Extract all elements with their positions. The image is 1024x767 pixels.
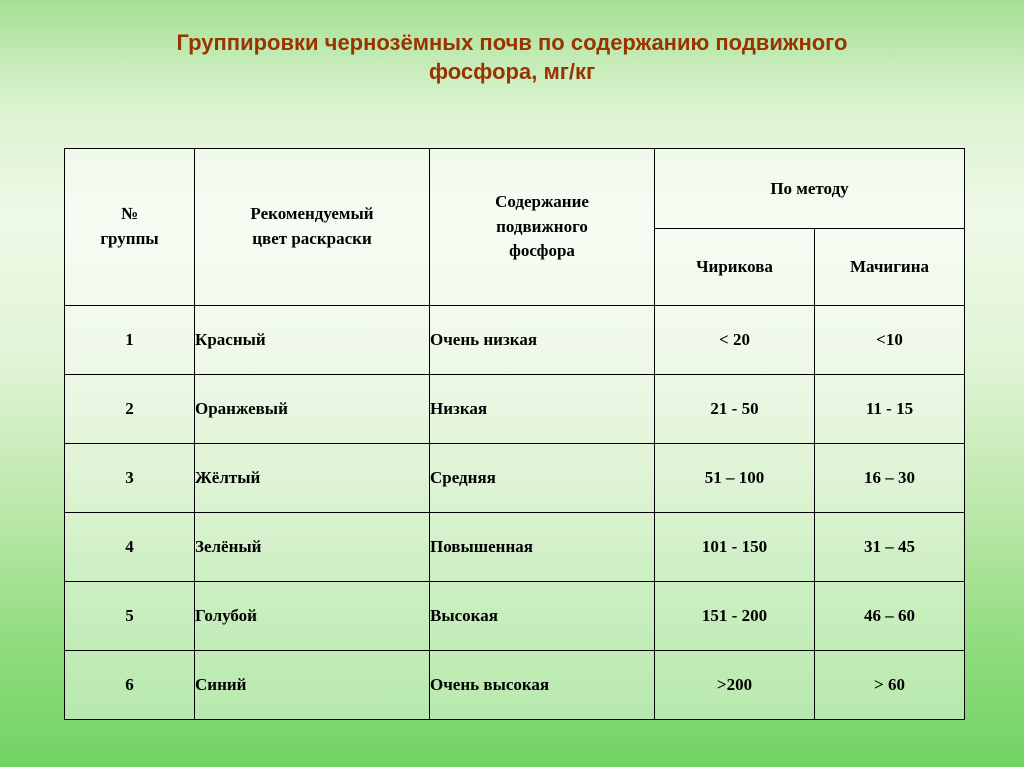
cell-machigina: 16 – 30 — [814, 443, 965, 513]
cell-chirikova: < 20 — [654, 305, 815, 375]
cell-content-level: Повышенная — [429, 512, 655, 582]
cell-chirikova: 151 - 200 — [654, 581, 815, 651]
page-title: Группировки чернозёмных почв по содержан… — [176, 30, 848, 85]
cell-color: Оранжевый — [194, 374, 430, 444]
cell-content-level: Очень низкая — [429, 305, 655, 375]
header-phosphorus-content: Содержание подвижного фосфора — [429, 148, 655, 306]
table-row: 3 Жёлтый Средняя 51 – 100 16 – 30 — [64, 443, 965, 513]
cell-chirikova: 101 - 150 — [654, 512, 815, 582]
cell-chirikova: 51 – 100 — [654, 443, 815, 513]
cell-machigina: 31 – 45 — [814, 512, 965, 582]
table-header-row-2: Чирикова Мачигина — [65, 228, 965, 306]
cell-group-number: 3 — [64, 443, 195, 513]
cell-color: Синий — [194, 650, 430, 720]
table-row: 1 Красный Очень низкая < 20 <10 — [64, 305, 965, 375]
cell-color: Красный — [194, 305, 430, 375]
header-machigina-method: Мачигина — [814, 228, 965, 306]
cell-content-level: Высокая — [429, 581, 655, 651]
table-row: 5 Голубой Высокая 151 - 200 46 – 60 — [64, 581, 965, 651]
header-chirikova-method: Чирикова — [654, 228, 815, 306]
cell-color: Зелёный — [194, 512, 430, 582]
cell-group-number: 5 — [64, 581, 195, 651]
cell-group-number: 1 — [64, 305, 195, 375]
header-group-number: № группы — [64, 148, 195, 306]
phosphorus-groups-table: № группы Рекомендуемый цвет раскраски Со… — [64, 148, 965, 720]
cell-chirikova: 21 - 50 — [654, 374, 815, 444]
cell-color: Жёлтый — [194, 443, 430, 513]
table-row: 6 Синий Очень высокая >200 > 60 — [64, 650, 965, 720]
cell-machigina: 46 – 60 — [814, 581, 965, 651]
table-row: 2 Оранжевый Низкая 21 - 50 11 - 15 — [64, 374, 965, 444]
cell-content-level: Низкая — [429, 374, 655, 444]
cell-machigina: <10 — [814, 305, 965, 375]
table-row: 4 Зелёный Повышенная 101 - 150 31 – 45 — [64, 512, 965, 582]
cell-content-level: Очень высокая — [429, 650, 655, 720]
header-by-method: По методу — [654, 148, 965, 229]
cell-machigina: > 60 — [814, 650, 965, 720]
cell-color: Голубой — [194, 581, 430, 651]
cell-chirikova: >200 — [654, 650, 815, 720]
cell-content-level: Средняя — [429, 443, 655, 513]
cell-group-number: 2 — [64, 374, 195, 444]
table-header-row-1: № группы Рекомендуемый цвет раскраски Со… — [64, 148, 965, 306]
cell-group-number: 6 — [64, 650, 195, 720]
header-recommended-color: Рекомендуемый цвет раскраски — [194, 148, 430, 306]
cell-group-number: 4 — [64, 512, 195, 582]
cell-machigina: 11 - 15 — [814, 374, 965, 444]
